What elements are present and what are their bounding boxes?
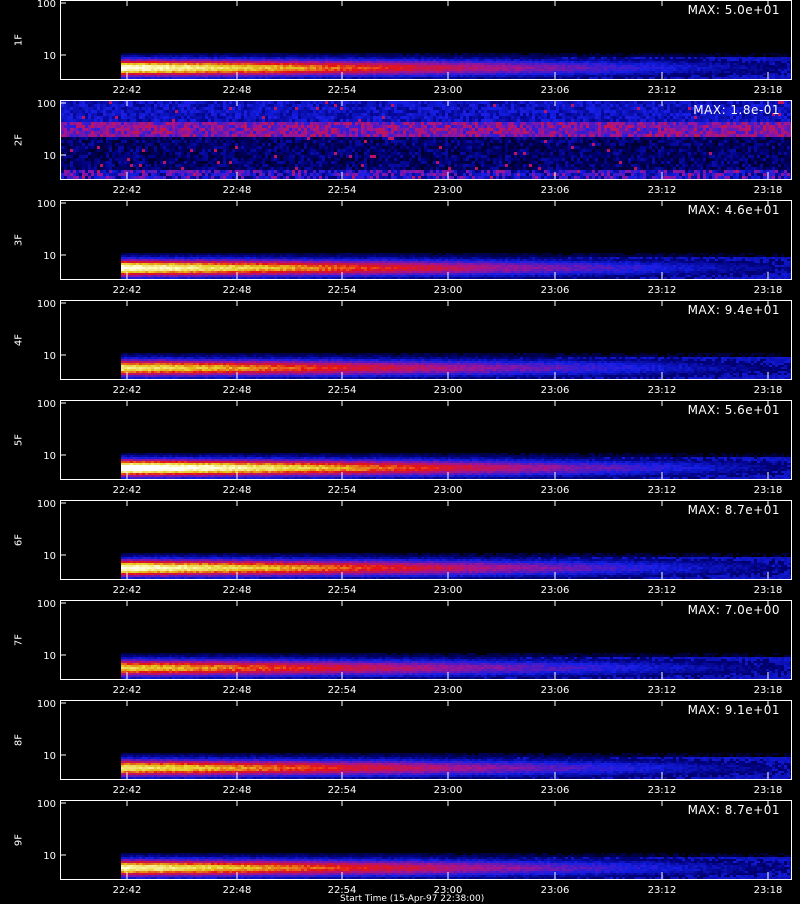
panel-1F: 100 10 22:42 22:48 22:54 23:00 23:06 23:12 23:18… [0,0,800,100]
x-tick-label: 22:42 [113,85,142,96]
y-axis-label: 1F [14,34,25,46]
x-tick-label: 22:48 [223,85,252,96]
y-tick-label: 100 [37,0,56,10]
x-tick-label: 23:12 [648,85,677,96]
y-tick-label: 10 [43,51,56,62]
x-tick-label: 23:00 [434,85,463,96]
x-tick-label: 23:06 [541,85,570,96]
axes: 100 10 22:42 22:48 22:54 23:00 23:06 23:12 23:18 [0,0,800,100]
x-tick-label: 23:18 [754,85,783,96]
x-tick-label: 22:54 [328,85,357,96]
max-label: MAX: 5.0e+01 [688,3,780,17]
